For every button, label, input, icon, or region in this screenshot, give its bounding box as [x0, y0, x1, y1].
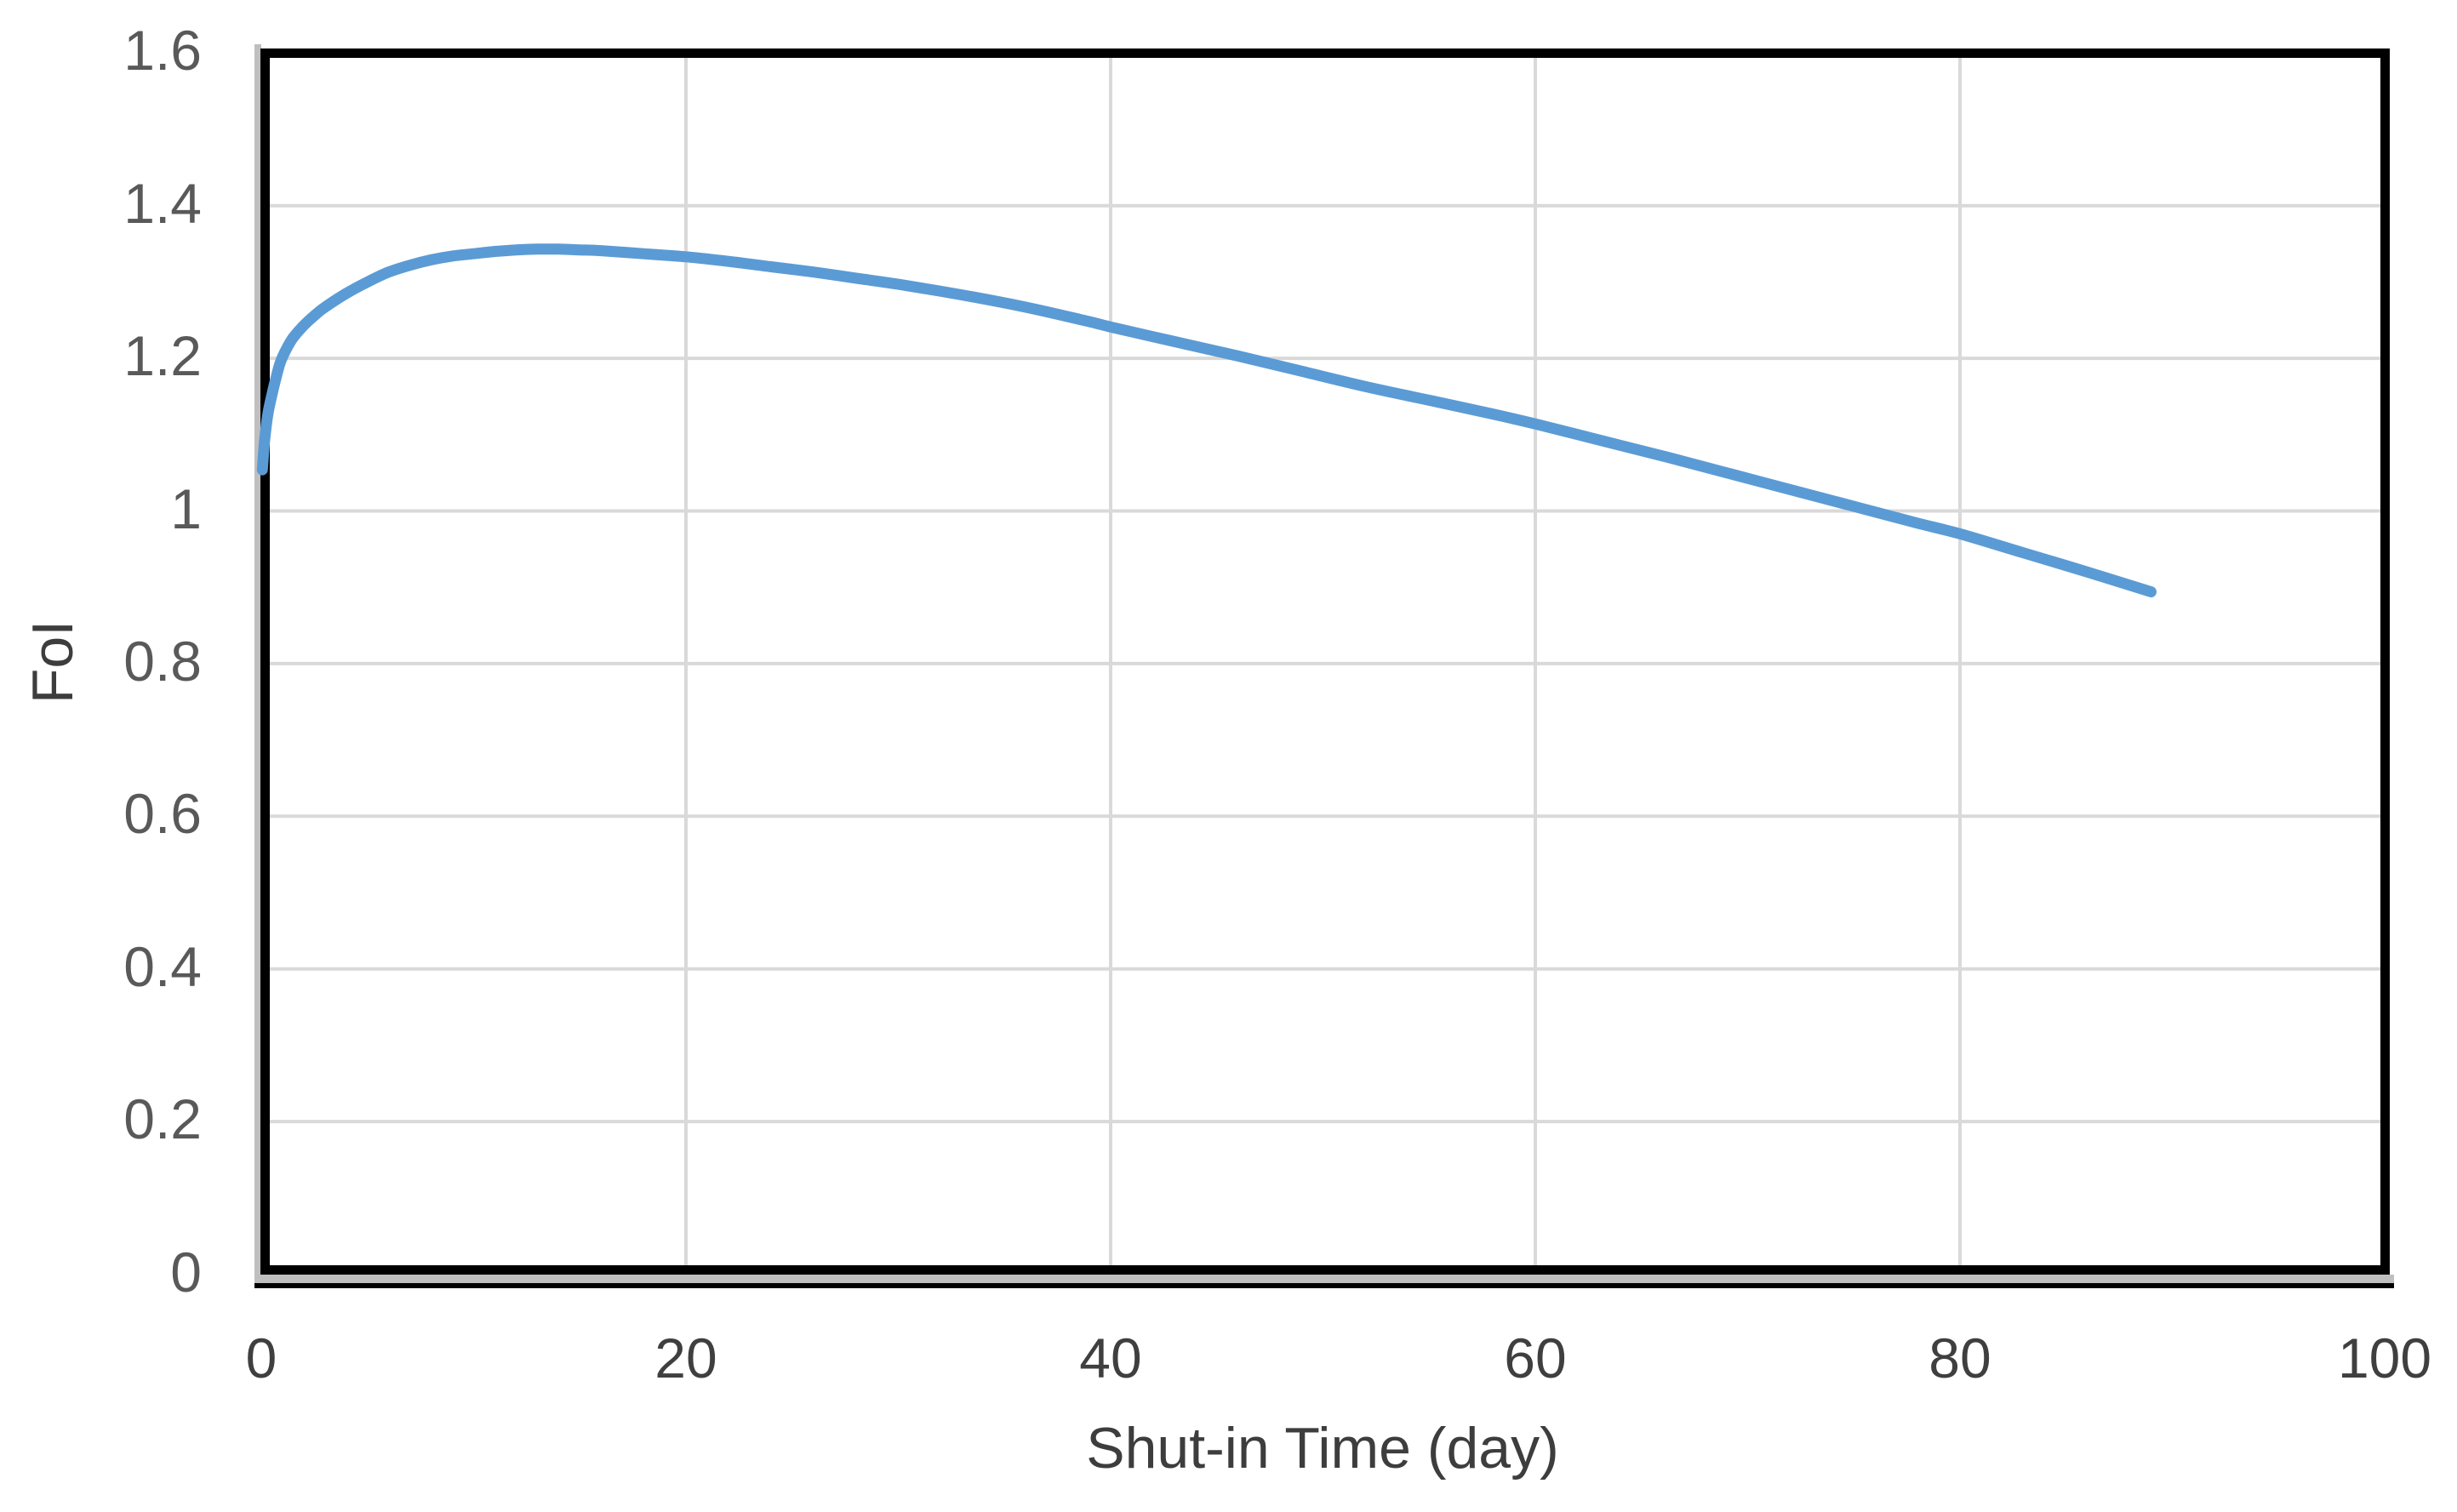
x-tick-label-20: 20 — [654, 1327, 717, 1389]
y-tick-label-0.4: 0.4 — [123, 934, 202, 998]
y-tick-label-1: 1 — [170, 476, 202, 540]
y-axis-line — [254, 44, 261, 1283]
x-axis-title: Shut-in Time (day) — [1086, 1416, 1559, 1481]
x-tick-label-0: 0 — [245, 1327, 277, 1389]
x-tick-label-100: 100 — [2337, 1327, 2432, 1389]
x-tick-label-60: 60 — [1504, 1327, 1567, 1389]
data-line-foi — [256, 243, 2157, 598]
x-axis-line — [254, 1275, 2394, 1283]
x-tick-label-80: 80 — [1928, 1327, 1991, 1389]
y-tick-label-0.6: 0.6 — [123, 782, 202, 846]
x-tick-label-40: 40 — [1079, 1327, 1142, 1389]
y-tick-label-1.2: 1.2 — [123, 324, 202, 388]
y-tick-label-0.8: 0.8 — [123, 629, 202, 693]
x-axis-shadow — [254, 1283, 2394, 1288]
plot-border — [260, 48, 2390, 1275]
y-tick-label-0.2: 0.2 — [123, 1087, 202, 1151]
y-tick-label-1.4: 1.4 — [123, 171, 202, 235]
y-tick-label-0: 0 — [170, 1240, 202, 1304]
y-tick-label-1.6: 1.6 — [123, 19, 202, 83]
